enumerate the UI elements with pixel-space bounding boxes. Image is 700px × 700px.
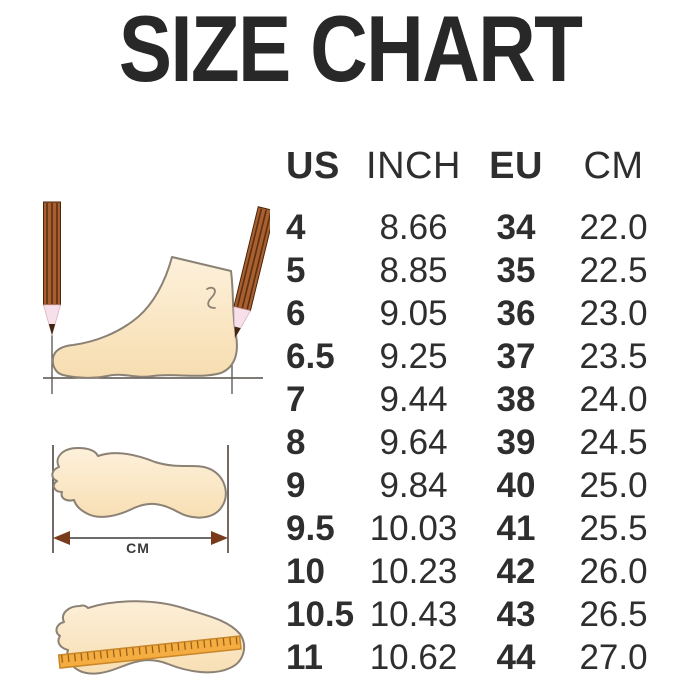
table-row: 5 8.85 35 22.5 (286, 249, 666, 292)
column-header-us: US (286, 144, 340, 187)
footprint-ruler-icon (55, 600, 246, 675)
table-cell-cm: 26.0 (579, 551, 648, 591)
table-cell-eu: 34 (496, 207, 536, 247)
table-cell-cm: 27.0 (579, 637, 648, 677)
table-cell-inch: 10.43 (369, 594, 458, 634)
table-row: 10.5 10.43 43 26.5 (286, 593, 666, 636)
table-cell-inch: 9.44 (379, 379, 448, 419)
table-cell-inch: 10.62 (369, 637, 458, 677)
page-title: SIZE CHART (118, 0, 583, 101)
table-cell-inch: 8.85 (379, 250, 448, 290)
table-cell-eu: 35 (496, 250, 536, 290)
table-cell-eu: 37 (496, 336, 536, 376)
table-cell-us: 10.5 (286, 594, 355, 634)
table-cell-cm: 23.0 (579, 293, 648, 333)
table-cell-inch: 9.84 (379, 465, 448, 505)
table-row: 7 9.44 38 24.0 (286, 378, 666, 421)
table-cell-us: 4 (286, 207, 306, 247)
size-table-header-row: US INCH EU CM (286, 142, 666, 190)
table-cell-eu: 44 (496, 637, 536, 677)
size-table-body: 4 8.66 34 22.0 5 8.85 35 22.5 6 9.05 36 23.0 6.5 9.25… (286, 206, 666, 679)
table-cell-cm: 25.5 (579, 508, 648, 548)
table-cell-inch: 9.05 (379, 293, 448, 333)
table-cell-eu: 39 (496, 422, 536, 462)
table-row: 8 9.64 39 24.5 (286, 421, 666, 464)
table-cell-us: 6.5 (286, 336, 335, 376)
table-cell-inch: 10.23 (369, 551, 458, 591)
table-cell-eu: 38 (496, 379, 536, 419)
table-cell-inch: 9.25 (379, 336, 448, 376)
table-cell-cm: 23.5 (579, 336, 648, 376)
table-cell-us: 10 (286, 551, 325, 591)
table-cell-inch: 10.03 (369, 508, 458, 548)
table-cell-us: 8 (286, 422, 306, 462)
column-header-inch: INCH (366, 144, 461, 187)
table-cell-us: 9.5 (286, 508, 335, 548)
cm-measure-label: CM (126, 540, 150, 556)
table-cell-eu: 41 (496, 508, 536, 548)
table-cell-us: 9 (286, 465, 306, 505)
table-cell-eu: 36 (496, 293, 536, 333)
table-row: 6.5 9.25 37 23.5 (286, 335, 666, 378)
table-cell-us: 6 (286, 293, 306, 333)
column-header-cm: CM (583, 144, 644, 187)
table-cell-inch: 9.64 (379, 422, 448, 462)
table-cell-cm: 22.5 (579, 250, 648, 290)
table-cell-us: 7 (286, 379, 306, 419)
table-cell-cm: 26.5 (579, 594, 648, 634)
footprint-cm-arrow-icon: CM (51, 445, 229, 556)
table-cell-us: 11 (286, 637, 323, 677)
table-row: 10 10.23 42 26.0 (286, 550, 666, 593)
table-cell-us: 5 (286, 250, 306, 290)
table-row: 6 9.05 36 23.0 (286, 292, 666, 335)
table-cell-cm: 22.0 (579, 207, 648, 247)
table-cell-eu: 42 (496, 551, 536, 591)
size-table: US INCH EU CM 4 8.66 34 22.0 5 8.85 35 22.5 6 9.05 36… (286, 142, 666, 679)
table-row: 9.5 10.03 41 25.5 (286, 507, 666, 550)
table-row: 9 9.84 40 25.0 (286, 464, 666, 507)
table-cell-inch: 8.66 (379, 207, 448, 247)
foot-side-with-pencils-icon (42, 201, 270, 394)
table-cell-cm: 25.0 (579, 465, 648, 505)
table-row: 4 8.66 34 22.0 (286, 206, 666, 249)
table-cell-cm: 24.0 (579, 379, 648, 419)
table-cell-eu: 40 (496, 465, 536, 505)
table-cell-cm: 24.5 (579, 422, 648, 462)
table-row: 11 10.62 44 27.0 (286, 636, 666, 679)
table-cell-eu: 43 (496, 594, 536, 634)
column-header-eu: EU (489, 144, 543, 187)
